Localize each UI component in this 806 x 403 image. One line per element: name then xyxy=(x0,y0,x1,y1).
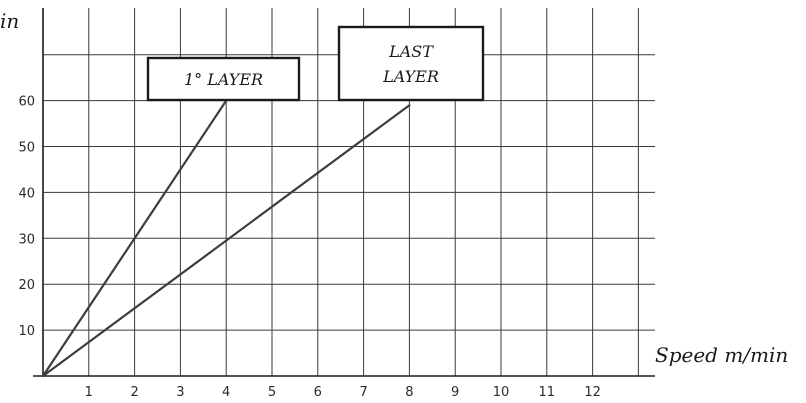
y-tick-label: 30 xyxy=(18,232,35,247)
x-tick-label: 3 xyxy=(176,385,184,400)
series-line-2 xyxy=(41,104,411,378)
chart-lines xyxy=(41,99,411,378)
y-axis-label-fragment: in xyxy=(0,9,19,33)
x-tick-label: 1 xyxy=(85,385,93,400)
chart-grid xyxy=(43,8,655,376)
x-tick-label: 12 xyxy=(584,385,601,400)
x-tick-label: 8 xyxy=(405,385,413,400)
chart-axes xyxy=(33,8,655,377)
y-tick-label: 40 xyxy=(18,186,35,201)
y-tick-label: 20 xyxy=(18,278,35,293)
x-tick-label: 10 xyxy=(493,385,510,400)
y-tick-label: 50 xyxy=(18,141,35,156)
x-tick-label: 5 xyxy=(268,385,276,400)
x-tick-label: 2 xyxy=(130,385,138,400)
annotation-text: LAYER xyxy=(382,67,439,86)
annotation-text: 1° LAYER xyxy=(184,70,263,89)
annotation-box-2 xyxy=(337,25,485,102)
annotation-box-1 xyxy=(146,56,301,102)
x-tick-label: 9 xyxy=(451,385,459,400)
x-axis-label: Speed m/min xyxy=(655,343,788,367)
y-tick-label: 60 xyxy=(18,95,35,110)
x-tick-label: 7 xyxy=(359,385,367,400)
x-tick-label: 6 xyxy=(314,385,322,400)
annotation-text: LAST xyxy=(388,42,434,61)
y-tick-label: 10 xyxy=(18,324,35,339)
x-tick-label: 4 xyxy=(222,385,230,400)
series-line-1 xyxy=(41,99,228,378)
x-tick-label: 11 xyxy=(539,385,556,400)
chart-annotations: 1° LAYER LAST LAYER xyxy=(146,25,485,102)
